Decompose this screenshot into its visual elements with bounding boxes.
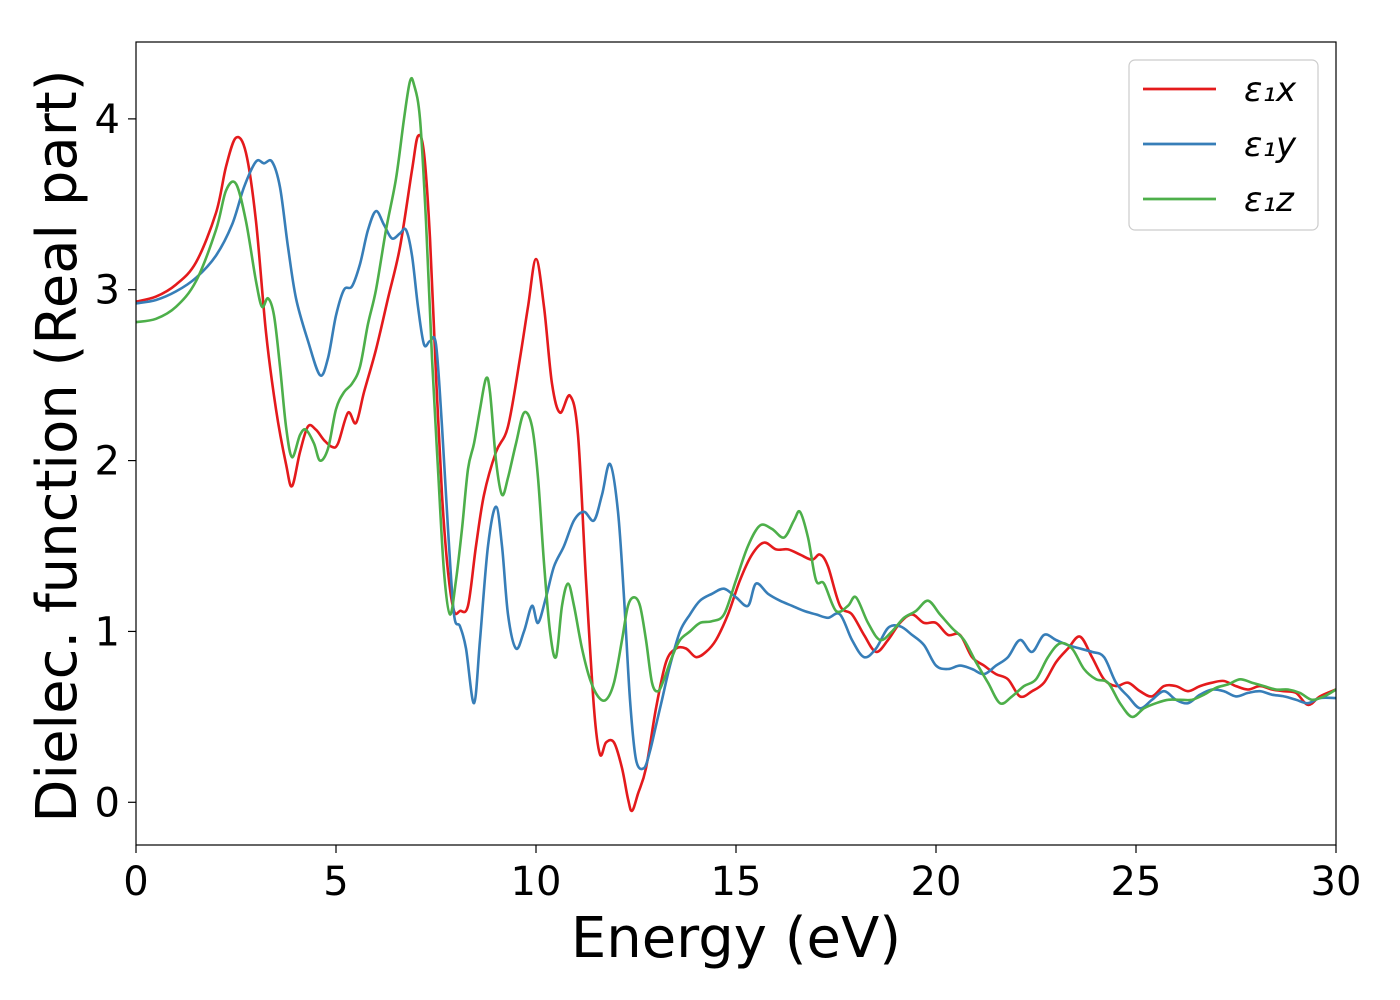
series-line-2 [135,158,1337,771]
legend: ε₁x ε₁y ε₁z [1128,59,1319,231]
y-axis-ticks: 0 1 2 3 4 [95,97,136,826]
x-axis-ticks: 0 5 10 15 20 25 30 [123,845,1361,905]
x-tick-label: 15 [711,859,762,905]
y-tick-label: 3 [95,268,120,314]
x-axis-label: Energy (eV) [571,906,901,971]
x-tick-label: 25 [1111,859,1162,905]
legend-label-3: ε₁z [1244,180,1295,220]
y-tick-label: 1 [95,609,120,655]
y-axis-label: Dielec. function (Real part) [25,69,90,822]
x-tick-label: 10 [511,859,562,905]
x-tick-label: 5 [323,859,348,905]
x-tick-label: 0 [123,859,148,905]
series-layer [135,76,1337,813]
legend-label-2: ε₁y [1244,125,1297,165]
x-tick-label: 30 [1311,859,1362,905]
y-tick-label: 0 [95,780,120,826]
y-tick-label: 2 [95,439,120,485]
legend-box [1128,59,1319,231]
series-line-3 [135,76,1337,719]
x-tick-label: 20 [911,859,962,905]
legend-label-1: ε₁x [1244,70,1297,110]
y-tick-label: 4 [95,97,120,143]
